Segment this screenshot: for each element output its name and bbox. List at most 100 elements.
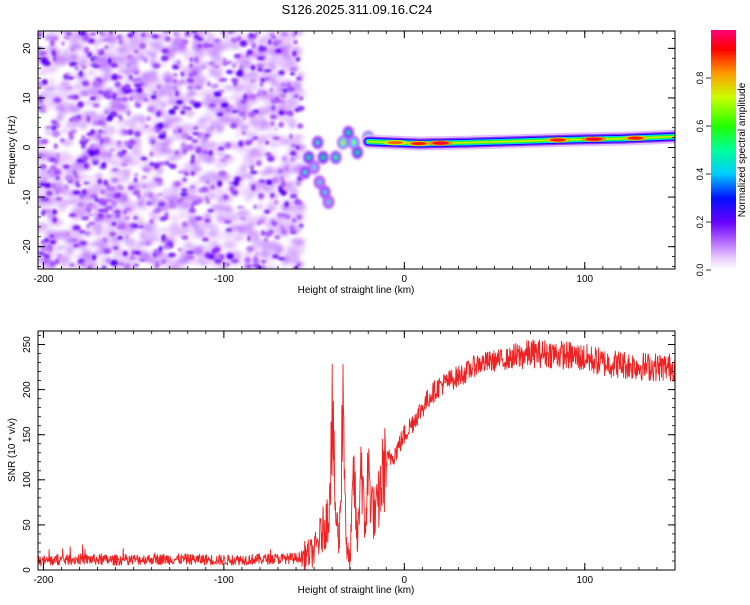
noise-blob <box>116 140 122 147</box>
noise-blob <box>217 112 224 116</box>
transition-core <box>352 140 356 145</box>
noise-haze-blob <box>154 140 163 146</box>
noise-blob <box>281 180 286 188</box>
transition-core <box>355 150 360 155</box>
noise-haze-blob <box>242 82 256 92</box>
noise-haze-blob <box>230 250 241 255</box>
noise-blob <box>123 140 128 144</box>
noise-blob <box>262 91 266 95</box>
noise-blob <box>130 77 135 81</box>
noise-blob <box>67 76 75 80</box>
noise-blob <box>89 32 97 36</box>
noise-blob <box>119 38 123 45</box>
noise-haze-blob <box>234 131 241 137</box>
noise-blob <box>77 202 84 207</box>
noise-blob <box>273 199 279 205</box>
noise-blob <box>277 185 283 189</box>
noise-haze-blob <box>45 49 54 59</box>
ridge-hotspot <box>549 138 566 142</box>
noise-blob <box>105 257 111 264</box>
noise-haze-blob <box>44 167 52 178</box>
noise-blob <box>49 260 56 268</box>
noise-blob <box>81 189 87 196</box>
noise-blob <box>278 70 285 75</box>
noise-blob <box>74 65 79 71</box>
noise-blob <box>230 37 238 44</box>
transition-core <box>334 155 338 160</box>
noise-blob <box>69 62 78 66</box>
noise-haze-blob <box>151 119 160 126</box>
noise-haze-blob <box>137 126 152 133</box>
noise-blob <box>43 61 51 66</box>
noise-haze-blob <box>240 172 250 178</box>
noise-blob <box>134 131 141 137</box>
noise-blob <box>173 31 179 36</box>
noise-blob <box>299 96 303 101</box>
noise-haze-blob <box>169 230 177 240</box>
noise-haze-blob <box>72 207 80 213</box>
noise-blob <box>68 213 76 217</box>
noise-blob <box>163 215 169 220</box>
noise-blob <box>207 209 214 213</box>
noise-blob <box>48 247 52 254</box>
snr-y-label: SNR (10 * v/v) <box>7 418 18 482</box>
noise-blob <box>43 260 49 264</box>
noise-haze-blob <box>160 101 167 108</box>
noise-haze-blob <box>258 251 270 258</box>
noise-haze-blob <box>247 116 261 122</box>
noise-haze-blob <box>224 239 233 244</box>
noise-blob <box>133 263 139 267</box>
noise-blob <box>263 209 271 214</box>
noise-blob <box>59 138 65 143</box>
noise-haze-blob <box>45 92 57 99</box>
noise-blob <box>164 36 171 42</box>
noise-haze-blob <box>111 161 124 167</box>
noise-haze-blob <box>195 76 209 81</box>
noise-blob <box>279 92 287 99</box>
noise-haze-blob <box>272 139 281 149</box>
noise-blob <box>45 36 53 40</box>
noise-haze-blob <box>226 216 239 222</box>
noise-blob <box>72 190 81 195</box>
noise-blob <box>175 100 184 105</box>
noise-blob <box>164 212 169 217</box>
transition-region <box>299 125 375 210</box>
noise-haze-blob <box>58 204 66 213</box>
noise-blob <box>38 31 42 38</box>
noise-blob <box>49 234 55 238</box>
y-tick-label: 100 <box>22 471 33 488</box>
noise-blob <box>292 31 297 37</box>
noise-blob <box>50 125 57 131</box>
noise-blob <box>81 216 90 221</box>
noise-blob <box>265 77 271 80</box>
noise-haze-blob <box>131 114 146 121</box>
noise-haze-blob <box>186 90 197 97</box>
spectrogram-frame <box>37 30 676 270</box>
noise-haze-blob <box>205 171 219 176</box>
noise-blob <box>53 169 62 175</box>
noise-haze-blob <box>219 42 229 51</box>
noise-blob <box>234 176 242 182</box>
noise-blob <box>133 216 138 220</box>
noise-blob <box>297 123 304 129</box>
noise-blob <box>258 193 264 199</box>
noise-haze-blob <box>249 120 260 126</box>
noise-blob <box>133 70 140 75</box>
noise-haze-blob <box>256 204 264 210</box>
noise-blob <box>119 152 125 157</box>
noise-blob <box>173 106 179 110</box>
noise-haze-blob <box>148 85 156 92</box>
noise-blob <box>259 82 264 87</box>
noise-blob <box>103 247 112 255</box>
noise-blob <box>152 209 161 214</box>
noise-blob <box>156 110 161 117</box>
colorbar: 0.0 0.2 0.4 0.6 0.8 Normalized spectral ampl… <box>695 30 748 276</box>
noise-blob <box>287 110 294 117</box>
noise-blob <box>289 133 293 140</box>
noise-haze-blob <box>259 170 272 176</box>
noise-haze-blob <box>103 74 111 82</box>
noise-haze-blob <box>53 199 67 206</box>
x-tick-label: -200 <box>33 274 53 285</box>
